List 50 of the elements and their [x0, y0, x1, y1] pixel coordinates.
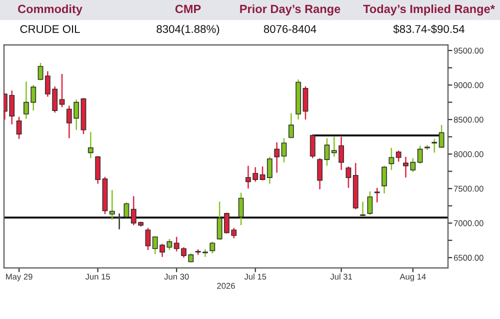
x-tick-label: Jul 15 — [244, 274, 266, 280]
candlestick — [432, 138, 438, 154]
x-axis-title: 2026 — [217, 282, 235, 289]
candlestick — [302, 86, 308, 120]
x-tick-label: Jun 30 — [164, 274, 189, 280]
text: CMP — [175, 4, 201, 14]
candlestick — [238, 192, 244, 226]
candlestick — [288, 112, 294, 139]
candlestick — [346, 166, 352, 189]
x-tick-label: Jun 15 — [85, 274, 110, 280]
candlestick — [260, 166, 266, 181]
text: CRUDE OIL — [20, 25, 80, 33]
candlestick — [210, 241, 216, 254]
x-tick-label: May 29 — [6, 274, 32, 282]
candlestick — [95, 156, 101, 184]
x-tick-label: Aug 14 — [400, 274, 426, 282]
y-tick-label: 6500.00 — [454, 254, 484, 261]
candlestick — [16, 116, 22, 140]
candlestick — [145, 227, 151, 251]
text: Today’s Implied Range* — [363, 4, 495, 16]
candlestick — [438, 124, 444, 148]
text: Prior Day’s Range — [240, 4, 340, 16]
candlestick — [417, 145, 423, 164]
candlestick — [266, 156, 272, 184]
candlestick — [374, 187, 380, 203]
text: 8076-8404 — [264, 25, 316, 33]
candlestick — [317, 158, 323, 190]
y-tick-label: 7000.00 — [454, 220, 484, 226]
candlestick — [59, 73, 65, 108]
candlestick — [281, 138, 287, 163]
candlestick — [388, 147, 394, 171]
x-tick-label: Jul 31 — [330, 274, 352, 280]
text: $83.74-$90.54 — [393, 24, 465, 34]
candlestick — [324, 138, 330, 166]
y-tick-label: 9000.00 — [454, 82, 484, 88]
candlestick — [396, 150, 402, 162]
candlestick — [360, 201, 366, 218]
candlestick — [382, 165, 387, 194]
candlestick — [88, 131, 94, 159]
y-tick-label: 8000.00 — [454, 151, 484, 158]
candlestick — [367, 190, 373, 216]
text: Commodity — [18, 4, 82, 16]
text: 8304(1.88%) — [156, 24, 220, 36]
candlestick — [310, 134, 316, 159]
y-tick-label: 9500.00 — [454, 48, 484, 54]
candlestick — [38, 62, 44, 81]
y-tick-label: 7500.00 — [454, 186, 484, 192]
candlestick — [109, 189, 115, 220]
candlestick — [274, 142, 280, 174]
y-tick-label: 8500.00 — [454, 116, 484, 123]
